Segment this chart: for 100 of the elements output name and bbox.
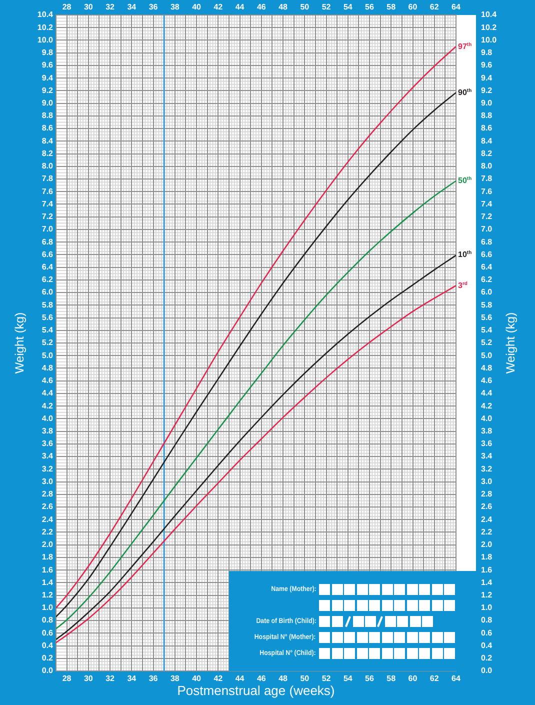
y-tick-label: 4.4 bbox=[42, 388, 54, 398]
y-tick-label: 5.4 bbox=[42, 326, 54, 335]
x2-tick-label: 44 bbox=[235, 2, 245, 12]
y2-tick-label: 5.2 bbox=[481, 338, 493, 348]
x-tick-label: 30 bbox=[84, 674, 94, 684]
x2-tick-label: 28 bbox=[62, 2, 72, 12]
y-axis-title: Weight (kg) bbox=[12, 312, 27, 374]
y2-tick-label: 4.4 bbox=[481, 388, 493, 398]
y-tick-label: 10.4 bbox=[37, 10, 54, 20]
y-tick-label: 6.8 bbox=[42, 237, 54, 246]
x-tick-label: 34 bbox=[127, 674, 137, 684]
y2-tick-label: 6.8 bbox=[481, 237, 493, 246]
y-tick-label: 0.0 bbox=[42, 666, 54, 676]
x2-tick-label: 30 bbox=[84, 2, 94, 12]
x-tick-label: 40 bbox=[192, 674, 202, 684]
x-tick-label: 32 bbox=[106, 674, 116, 684]
x2-tick-label: 32 bbox=[106, 2, 116, 12]
x-tick-label: 64 bbox=[452, 674, 461, 684]
y2-tick-label: 5.0 bbox=[481, 350, 493, 360]
y-tick-label: 9.0 bbox=[42, 98, 54, 108]
y2-tick-label: 0.8 bbox=[481, 616, 493, 625]
x2-tick-label: 50 bbox=[300, 2, 310, 12]
x-tick-label: 52 bbox=[322, 674, 332, 684]
x-tick-label: 42 bbox=[214, 674, 224, 684]
y-tick-label: 1.4 bbox=[42, 578, 54, 587]
x2-tick-label: 54 bbox=[343, 2, 353, 12]
y-tick-label: 10.2 bbox=[37, 22, 54, 32]
x2-tick-label: 36 bbox=[148, 2, 158, 12]
y-tick-label: 1.2 bbox=[42, 590, 54, 600]
y2-tick-label: 1.6 bbox=[481, 565, 493, 574]
x-tick-label: 36 bbox=[148, 674, 158, 684]
y2-tick-label: 3.4 bbox=[481, 452, 493, 461]
y-tick-label: 1.6 bbox=[42, 565, 54, 574]
y2-tick-label: 7.8 bbox=[481, 174, 493, 184]
y2-tick-label: 8.4 bbox=[481, 136, 493, 146]
y-tick-label: 2.4 bbox=[42, 514, 54, 524]
y2-tick-label: 9.6 bbox=[481, 60, 493, 70]
x2-tick-label: 46 bbox=[256, 2, 266, 12]
y-tick-label: 8.2 bbox=[42, 148, 54, 158]
y2-tick-label: 0.2 bbox=[481, 654, 493, 663]
y2-tick-label: 7.4 bbox=[481, 199, 493, 208]
y-tick-label: 2.8 bbox=[42, 490, 54, 499]
y-tick-label: 5.0 bbox=[42, 350, 54, 360]
y-tick-label: 6.6 bbox=[42, 250, 54, 259]
y-tick-label: 3.0 bbox=[42, 476, 54, 486]
x-tick-label: 46 bbox=[256, 674, 266, 684]
series-label: 3$^{rd}$ bbox=[458, 280, 468, 291]
y2-tick-label: 0.6 bbox=[481, 628, 493, 638]
y2-axis-title: Weight (kg) bbox=[503, 312, 518, 374]
y-tick-label: 3.6 bbox=[42, 439, 54, 448]
y2-tick-label: 3.6 bbox=[481, 439, 493, 448]
y2-tick-label: 8.2 bbox=[481, 148, 493, 158]
y2-tick-label: 1.0 bbox=[481, 603, 493, 612]
y2-tick-label: 3.0 bbox=[481, 476, 493, 486]
y2-tick-label: 8.0 bbox=[481, 162, 493, 171]
y2-tick-label: 4.8 bbox=[481, 363, 493, 372]
y-tick-label: 1.8 bbox=[42, 552, 54, 562]
series-label: 97$^{th}$ bbox=[458, 42, 472, 52]
series-label: 50$^{th}$ bbox=[458, 176, 472, 186]
x-tick-label: 48 bbox=[278, 674, 288, 684]
y2-tick-label: 5.4 bbox=[481, 326, 493, 335]
y2-tick-label: 9.2 bbox=[481, 86, 493, 95]
y-tick-label: 3.4 bbox=[42, 452, 54, 461]
y2-tick-label: 3.8 bbox=[481, 426, 493, 436]
y-tick-label: 6.2 bbox=[42, 275, 54, 284]
y-tick-label: 6.4 bbox=[42, 262, 54, 272]
y2-tick-label: 2.4 bbox=[481, 514, 493, 524]
y2-tick-label: 3.2 bbox=[481, 464, 493, 474]
y2-tick-label: 9.0 bbox=[481, 98, 493, 108]
y-tick-label: 7.6 bbox=[42, 186, 54, 196]
y2-tick-label: 8.8 bbox=[481, 111, 493, 120]
y-tick-label: 9.6 bbox=[42, 60, 54, 70]
y2-tick-label: 9.8 bbox=[481, 48, 493, 58]
y2-tick-label: 4.0 bbox=[481, 414, 493, 423]
y-tick-label: 8.4 bbox=[42, 136, 54, 146]
y-tick-label: 4.8 bbox=[42, 363, 54, 372]
y2-tick-label: 1.4 bbox=[481, 578, 493, 587]
y2-tick-label: 4.6 bbox=[481, 376, 493, 386]
x-tick-label: 62 bbox=[430, 674, 440, 684]
y-tick-label: 4.0 bbox=[42, 414, 54, 423]
y-tick-label: 7.8 bbox=[42, 174, 54, 184]
y2-tick-label: 7.0 bbox=[481, 224, 493, 234]
y-tick-label: 5.2 bbox=[42, 338, 54, 348]
y2-tick-label: 0.4 bbox=[481, 640, 493, 650]
y-tick-label: 4.2 bbox=[42, 401, 54, 410]
y-tick-label: 1.0 bbox=[42, 603, 54, 612]
x2-tick-label: 64 bbox=[452, 2, 461, 12]
y2-tick-label: 6.2 bbox=[481, 275, 493, 284]
y-tick-label: 6.0 bbox=[42, 288, 54, 297]
y-tick-label: 7.4 bbox=[42, 199, 54, 208]
y2-tick-label: 6.0 bbox=[481, 288, 493, 297]
x2-tick-label: 48 bbox=[278, 2, 288, 12]
x-tick-label: 54 bbox=[343, 674, 353, 684]
x-tick-label: 28 bbox=[62, 674, 72, 684]
y2-tick-label: 6.6 bbox=[481, 250, 493, 259]
y-tick-label: 10.0 bbox=[37, 35, 54, 44]
line-series bbox=[56, 180, 456, 630]
y2-tick-label: 10.0 bbox=[481, 35, 498, 44]
x2-tick-label: 62 bbox=[430, 2, 440, 12]
y2-tick-label: 2.2 bbox=[481, 527, 493, 536]
